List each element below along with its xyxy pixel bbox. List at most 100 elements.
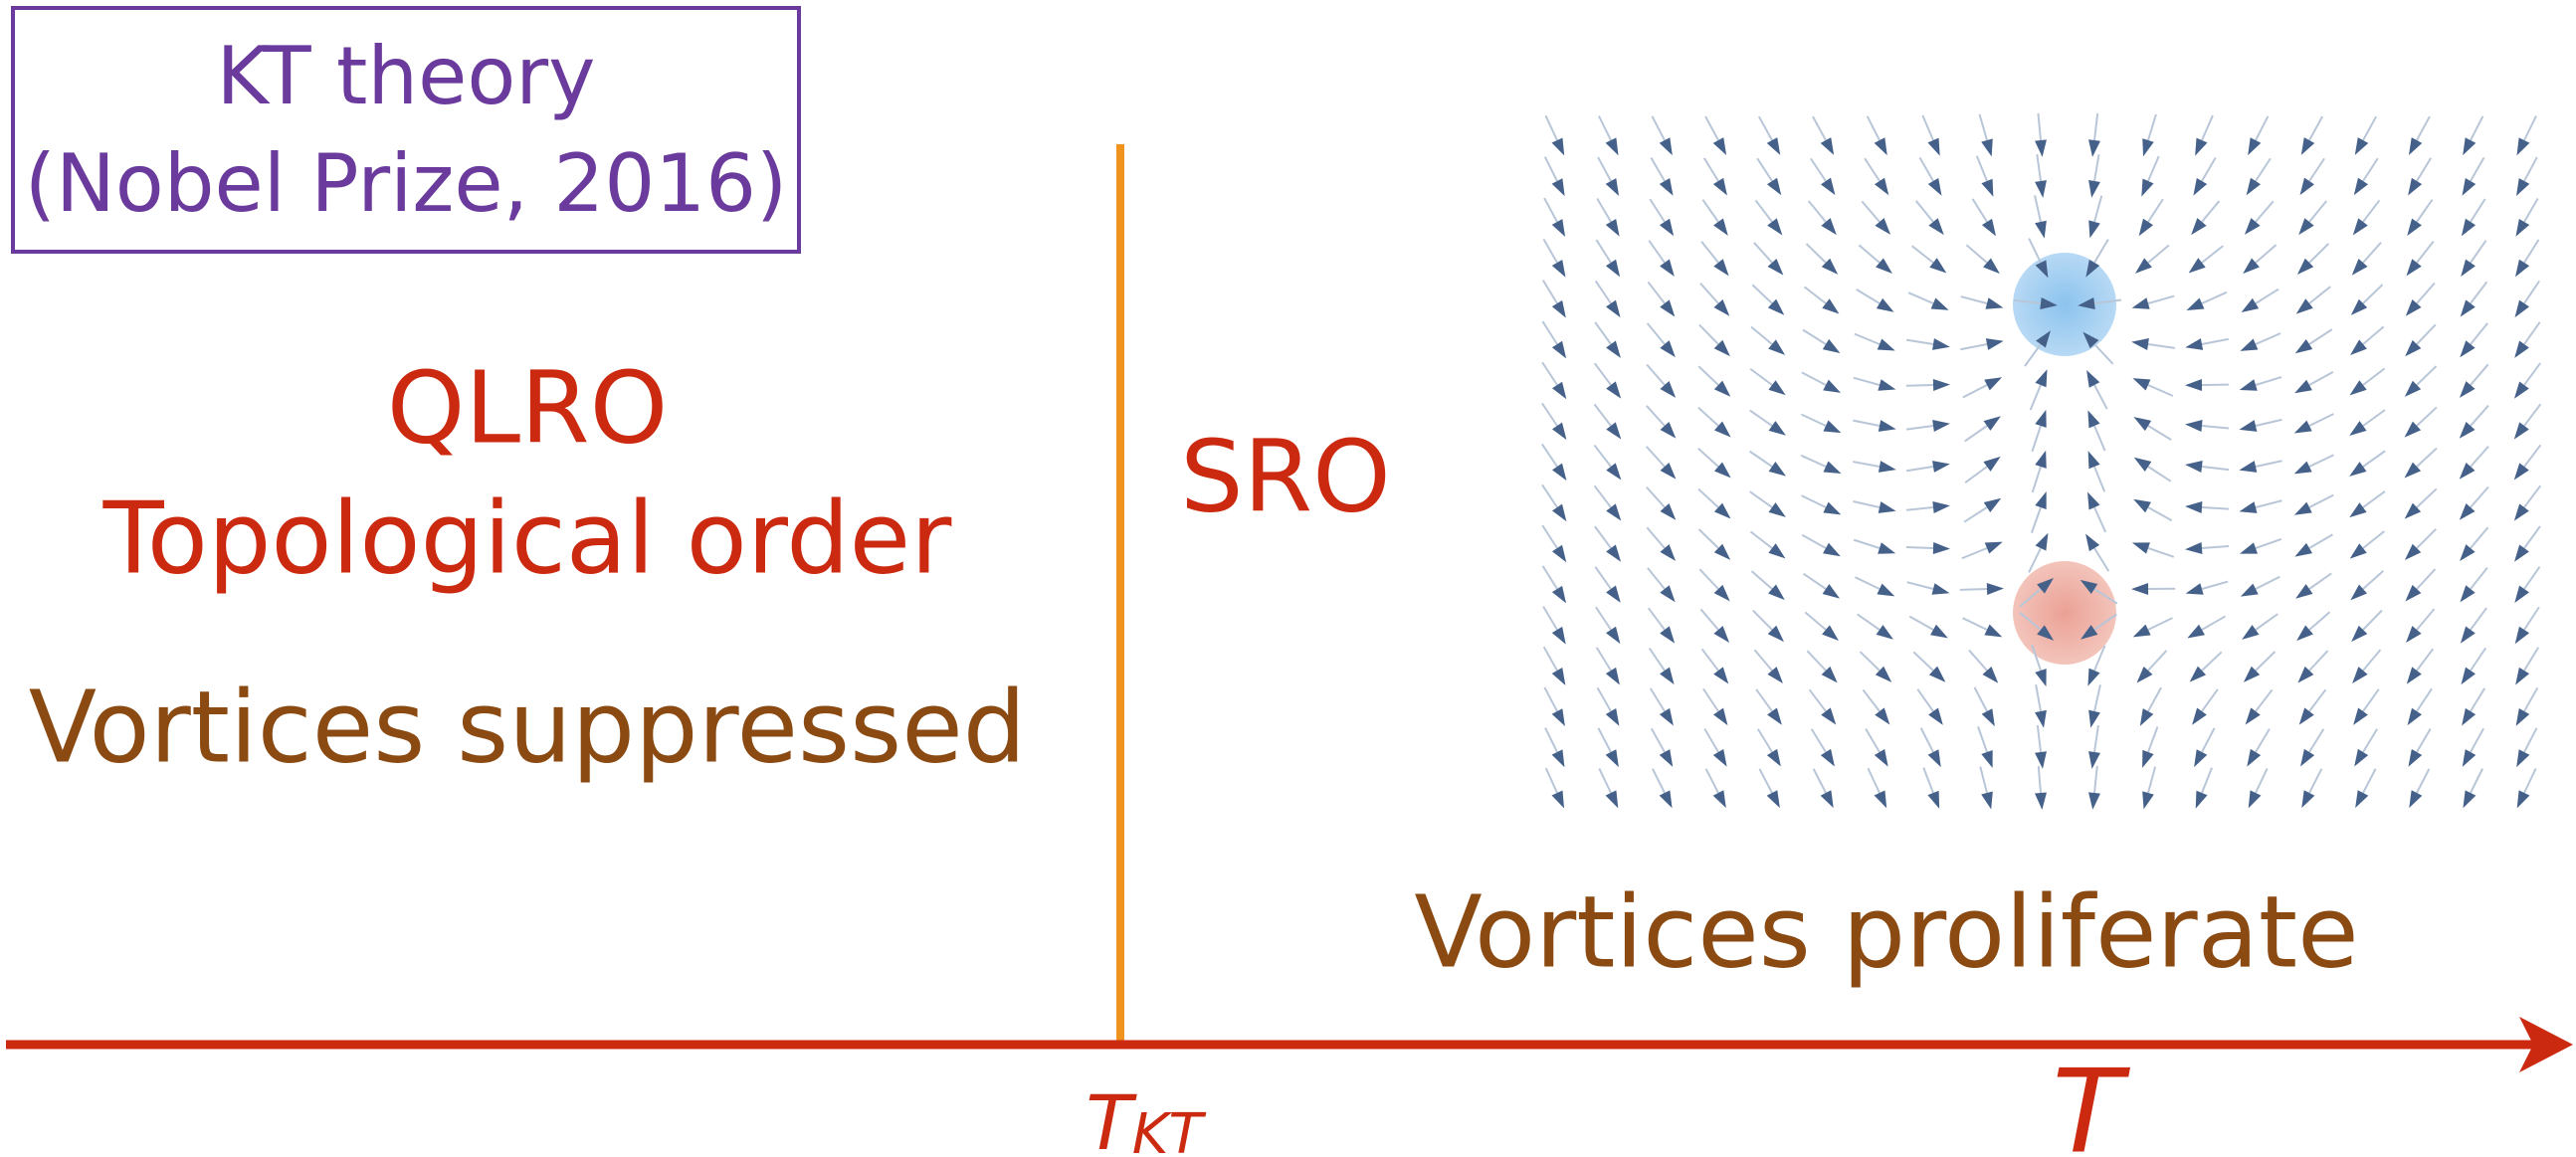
arrow-tail <box>1542 403 1557 426</box>
arrow-tail <box>2202 201 2219 222</box>
arrow-tail <box>1814 769 1826 793</box>
suppressed-label: Vortices suppressed <box>29 669 1026 785</box>
arrow-tail <box>1750 491 1772 507</box>
arrow-head <box>2088 792 2100 810</box>
arrow-tail <box>1906 340 1933 344</box>
arrow-tail <box>1699 325 1718 344</box>
arrow-tail <box>1596 281 1611 303</box>
proliferate-label: Vortices proliferate <box>1414 873 2358 990</box>
arrow-tail <box>2202 158 2216 181</box>
order-label: Topological order <box>102 480 953 596</box>
arrow-tail <box>2202 467 2229 470</box>
arrow-tail <box>2524 157 2537 181</box>
arrow-tail <box>2256 729 2270 752</box>
arrow-head <box>1823 543 1841 557</box>
arrow-head <box>1984 377 2002 390</box>
arrow-head <box>2461 626 2476 643</box>
arrow-tail <box>1596 607 1611 630</box>
arrow-tail <box>2037 154 2041 181</box>
arrow-head <box>2355 137 2368 155</box>
arrow-tail <box>1913 652 1933 671</box>
arrow-head <box>1606 544 1621 561</box>
arrow-tail <box>1969 651 1987 671</box>
arrow-tail <box>2309 455 2334 467</box>
arrow-tail <box>1543 281 1557 303</box>
arrow-tail <box>2094 766 2097 793</box>
arrow-head <box>1878 542 1895 553</box>
arrow-tail <box>1599 116 1611 140</box>
arrow-tail <box>1759 769 1772 793</box>
arrow-tail <box>1855 334 1880 344</box>
arrow-tail <box>1812 729 1826 752</box>
arrow-tail <box>1908 292 1933 303</box>
arrow-head <box>2241 584 2259 597</box>
arrow-head <box>1552 260 1566 278</box>
arrow-head <box>1767 708 1782 725</box>
arrow-head <box>2516 749 2529 767</box>
arrow-head <box>1823 339 1841 353</box>
arrow-tail <box>2148 467 2171 482</box>
arrow-head <box>1606 749 1619 767</box>
arrow-tail <box>1598 687 1611 711</box>
arrow-tail <box>1543 239 1557 263</box>
arrow-head <box>1552 341 1566 359</box>
arrow-head <box>1875 707 1889 724</box>
arrow-head <box>1932 583 1950 595</box>
arrow-tail <box>1868 116 1880 140</box>
arrow-head <box>1660 668 1675 684</box>
arrow-head <box>1552 382 1566 400</box>
arrow-head <box>1929 258 1946 273</box>
arrow-tail <box>1807 244 1826 263</box>
arrow-tail <box>2471 323 2487 344</box>
arrow-head <box>2133 625 2151 638</box>
arrow-head <box>2035 491 2046 509</box>
arrow-head <box>2514 503 2529 520</box>
arrow-head <box>1660 790 1673 808</box>
arrow-tail <box>2202 246 2223 263</box>
arrow-tail <box>2417 407 2437 426</box>
arrow-head <box>2141 179 2153 197</box>
arrow-head <box>1930 625 1948 639</box>
arrow-tail <box>2148 426 2171 440</box>
arrow-head <box>2514 544 2529 561</box>
arrow-tail <box>1807 651 1826 671</box>
arrow-head <box>1552 791 1564 809</box>
arrow-tail <box>2256 500 2281 507</box>
arrow-tail <box>2094 113 2097 140</box>
arrow-head <box>1984 625 2002 638</box>
arrow-head <box>1879 501 1896 513</box>
arrow-head <box>2517 137 2530 155</box>
arrow-head <box>2462 219 2476 237</box>
arrow-tail <box>1853 462 1880 467</box>
arrow-head <box>1768 380 1785 395</box>
arrow-tail <box>1597 199 1611 222</box>
arrow-tail <box>1756 689 1772 711</box>
arrow-head <box>1928 178 1942 196</box>
arrow-head <box>1713 667 1728 683</box>
arrow-tail <box>2363 650 2380 671</box>
diagram: KT theory (Nobel Prize, 2016) QLRO Topol… <box>0 0 2576 1157</box>
arrow-head <box>2354 749 2368 767</box>
arrow-tail <box>1650 649 1665 671</box>
arrow-tail <box>2094 344 2113 364</box>
arrow-tail <box>1919 157 1933 181</box>
arrow-head <box>1713 708 1727 725</box>
arrow-head <box>2514 586 2529 603</box>
arrow-head <box>1552 627 1566 645</box>
arrow-head <box>2463 790 2476 808</box>
arrow-tail <box>2417 688 2432 711</box>
arrow-head <box>2298 218 2313 235</box>
arrow-head <box>2194 749 2207 767</box>
arrow-tail <box>2202 616 2226 630</box>
arrow-head <box>2514 381 2529 398</box>
arrow-tail <box>1754 650 1772 671</box>
arrow-tail <box>2471 447 2488 467</box>
arrow-head <box>1875 178 1888 196</box>
arrow-head <box>2132 378 2150 390</box>
arrow-tail <box>2094 426 2105 451</box>
arrow-tail <box>1858 614 1880 630</box>
arrow-tail <box>2417 488 2437 507</box>
arrow-head <box>2407 259 2422 276</box>
arrow-head <box>2247 178 2261 196</box>
arrow-tail <box>1801 456 1826 467</box>
